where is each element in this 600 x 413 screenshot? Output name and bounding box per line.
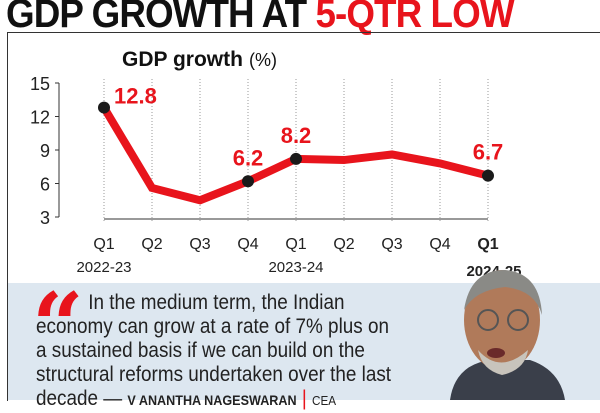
quote-mark-icon: “ — [32, 273, 84, 379]
x-tick-label: Q2 — [333, 236, 354, 253]
y-tick-label: 12 — [30, 108, 50, 128]
data-label: 6.7 — [473, 140, 504, 165]
headline-highlight: 5-QTR LOW — [315, 0, 514, 36]
data-point — [482, 169, 494, 182]
data-point — [242, 175, 254, 188]
chart-frame — [7, 32, 600, 401]
chart-unit: (%) — [249, 50, 277, 70]
data-point — [290, 152, 302, 165]
data-label: 12.8 — [114, 84, 157, 109]
data-point — [98, 101, 110, 114]
quote-text: In the medium term, the Indian economy c… — [36, 291, 392, 410]
x-tick-label: Q4 — [429, 236, 450, 253]
x-tick-label: Q3 — [189, 236, 210, 253]
chart-title-text: GDP growth — [122, 48, 243, 71]
quote-role: CEA — [312, 393, 337, 408]
x-tick-label: Q1 — [477, 236, 498, 253]
x-tick-label: Q1 — [285, 236, 306, 253]
data-label: 8.2 — [281, 123, 312, 148]
headline: GDP GROWTH AT 5-QTR LOW — [6, 0, 515, 37]
y-tick-label: 9 — [40, 141, 50, 161]
x-tick-label: Q1 — [93, 236, 114, 253]
year-label: 2022-23 — [76, 259, 131, 276]
year-label: 2023-24 — [268, 259, 323, 276]
chart-title: GDP growth (%) — [122, 48, 277, 71]
speaker-photo — [450, 270, 565, 400]
headline-main: GDP GROWTH AT — [6, 0, 316, 36]
data-label: 6.2 — [233, 145, 264, 170]
x-tick-label: Q2 — [141, 236, 162, 253]
quote-body: In the medium term, the Indian economy c… — [36, 291, 392, 410]
x-tick-label: Q3 — [381, 236, 402, 253]
y-tick-label: 15 — [30, 74, 50, 94]
y-tick-label: 3 — [40, 208, 50, 228]
gdp-growth-chart: GDP growth (%) 15 12 9 6 3 Q1 Q2 Q3 Q4 Q1 Q2 Q3 Q4 Q1 2… — [30, 48, 522, 280]
quote-author: V ANANTHA NAGESWARAN — [127, 392, 297, 408]
y-tick-label: 6 — [40, 175, 50, 195]
x-tick-label: Q4 — [237, 236, 258, 253]
